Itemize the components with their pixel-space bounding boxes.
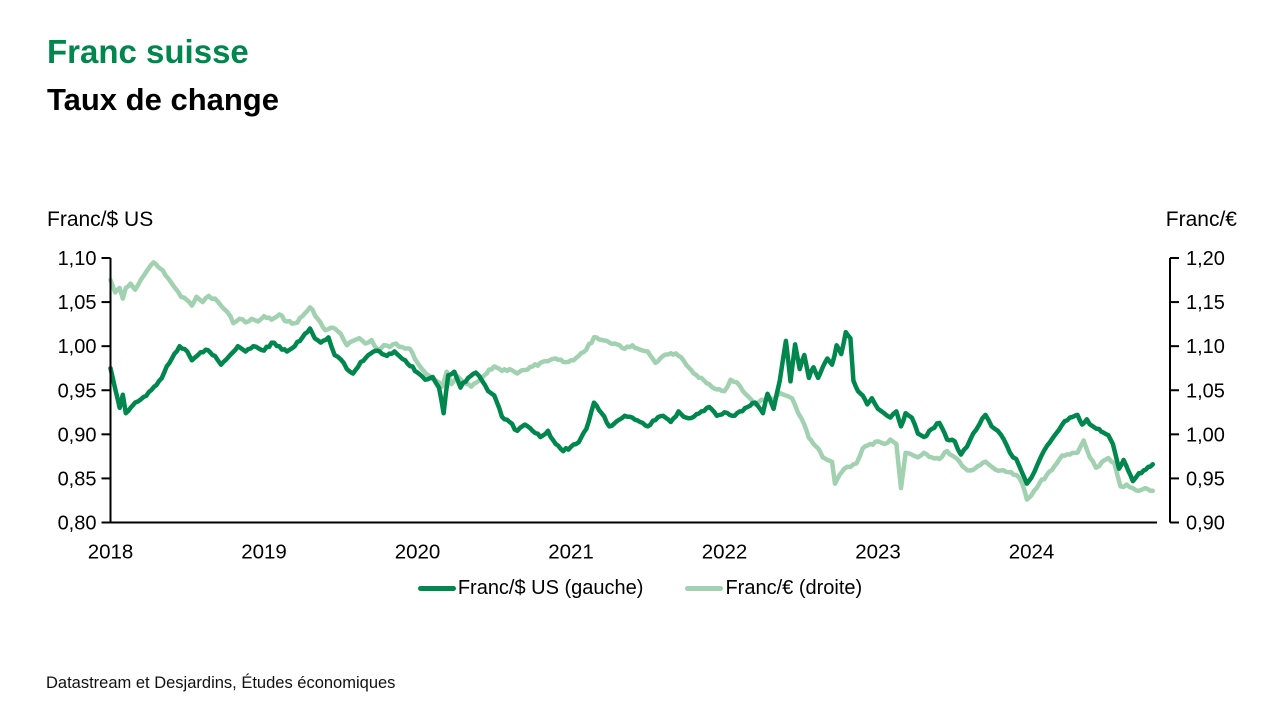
left-axis-tick-label: 0,95 [58, 380, 97, 402]
chart-legend: Franc/$ US (gauche) Franc/€ (droite) [0, 577, 1280, 600]
right-axis-tick-label: 1,15 [1186, 292, 1225, 314]
right-axis-unit-label: Franc/€ [1165, 208, 1237, 231]
franc-usd-legend-swatch-icon [417, 586, 456, 591]
legend-item-franc-usd: Franc/$ US (gauche) [417, 577, 644, 600]
left-axis-tick-label: 0,85 [58, 468, 97, 490]
legend-item-franc-eur: Franc/€ (droite) [685, 577, 862, 600]
right-axis-tick-label: 1,05 [1186, 380, 1225, 402]
left-axis-tick-label: 0,80 [58, 513, 97, 535]
x-axis-tick-label: 2024 [1009, 541, 1055, 564]
left-axis-unit-label: Franc/$ US [47, 208, 154, 231]
x-axis-tick-label: 2019 [241, 541, 287, 564]
page-title: Franc suisse [47, 33, 249, 70]
x-axis-tick-label: 2022 [702, 541, 748, 564]
x-axis-tick-label: 2018 [88, 541, 134, 564]
right-axis-tick-label: 1,10 [1186, 336, 1225, 358]
franc-eur-line [108, 260, 1156, 502]
franc-usd-line [108, 326, 1156, 486]
left-axis-tick-label: 1,10 [58, 248, 97, 270]
right-axis-tick-label: 1,00 [1186, 424, 1225, 446]
left-axis-tick-label: 0,90 [58, 424, 97, 446]
left-axis-tick-label: 1,00 [58, 336, 97, 358]
right-axis-tick-label: 0,90 [1186, 513, 1225, 535]
legend-item-label: Franc/€ (droite) [725, 577, 863, 599]
source-text: Datastream et Desjardins, Études économi… [46, 674, 396, 692]
left-axis-tick-label: 1,05 [58, 292, 97, 314]
x-axis-tick-label: 2021 [548, 541, 594, 564]
franc-eur-legend-swatch-icon [685, 586, 724, 591]
page-subtitle: Taux de change [47, 82, 279, 117]
x-axis-tick-label: 2023 [855, 541, 901, 564]
right-axis-tick-label: 0,95 [1186, 468, 1225, 490]
legend-item-label: Franc/$ US (gauche) [457, 577, 644, 599]
right-axis-tick-label: 1,20 [1186, 248, 1225, 270]
x-axis-tick-label: 2020 [395, 541, 441, 564]
